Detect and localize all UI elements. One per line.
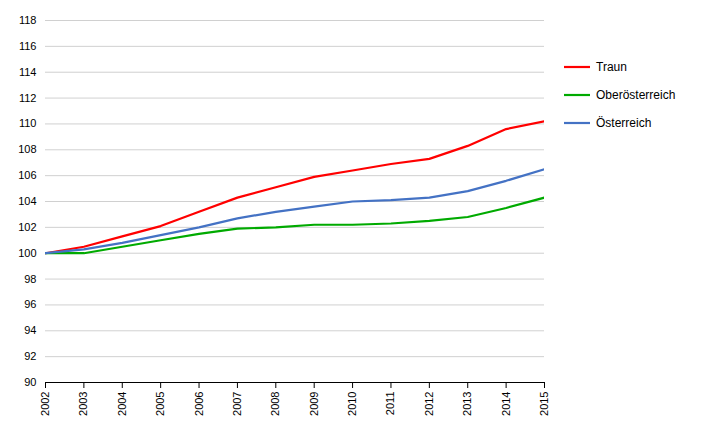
svg-text:2011: 2011 bbox=[384, 392, 396, 416]
html-text:Oberösterreich: Oberösterreich bbox=[596, 88, 676, 102]
svg-text:98: 98 bbox=[24, 273, 36, 285]
html-text:Österreich: Österreich bbox=[596, 116, 652, 130]
svg-text:94: 94 bbox=[24, 324, 36, 336]
svg-text:112: 112 bbox=[19, 92, 37, 104]
svg-text:2013: 2013 bbox=[461, 392, 473, 416]
svg-text:2012: 2012 bbox=[423, 392, 435, 416]
svg-text:96: 96 bbox=[24, 298, 36, 310]
svg-text:116: 116 bbox=[19, 40, 37, 52]
svg-text:2014: 2014 bbox=[500, 392, 512, 416]
svg-text:2010: 2010 bbox=[346, 392, 358, 416]
svg-text:100: 100 bbox=[18, 247, 36, 259]
svg-text:104: 104 bbox=[18, 195, 36, 207]
svg-text:92: 92 bbox=[24, 350, 36, 362]
svg-text:2015: 2015 bbox=[538, 392, 550, 416]
svg-text:2007: 2007 bbox=[231, 392, 243, 416]
svg-text:108: 108 bbox=[18, 143, 36, 155]
svg-text:118: 118 bbox=[19, 14, 37, 26]
svg-text:106: 106 bbox=[18, 169, 36, 181]
svg-text:114: 114 bbox=[19, 66, 37, 78]
svg-text:2006: 2006 bbox=[193, 392, 205, 416]
svg-text:2005: 2005 bbox=[154, 392, 166, 416]
svg-text:90: 90 bbox=[24, 376, 36, 388]
svg-text:110: 110 bbox=[19, 117, 37, 129]
svg-text:2002: 2002 bbox=[39, 392, 51, 416]
svg-text:2008: 2008 bbox=[269, 392, 281, 416]
svg-text:2009: 2009 bbox=[308, 392, 320, 416]
svg-text:102: 102 bbox=[18, 221, 36, 233]
svg-text:2004: 2004 bbox=[116, 392, 128, 416]
html-text:Traun: Traun bbox=[596, 60, 627, 74]
svg-text:2003: 2003 bbox=[77, 392, 89, 416]
